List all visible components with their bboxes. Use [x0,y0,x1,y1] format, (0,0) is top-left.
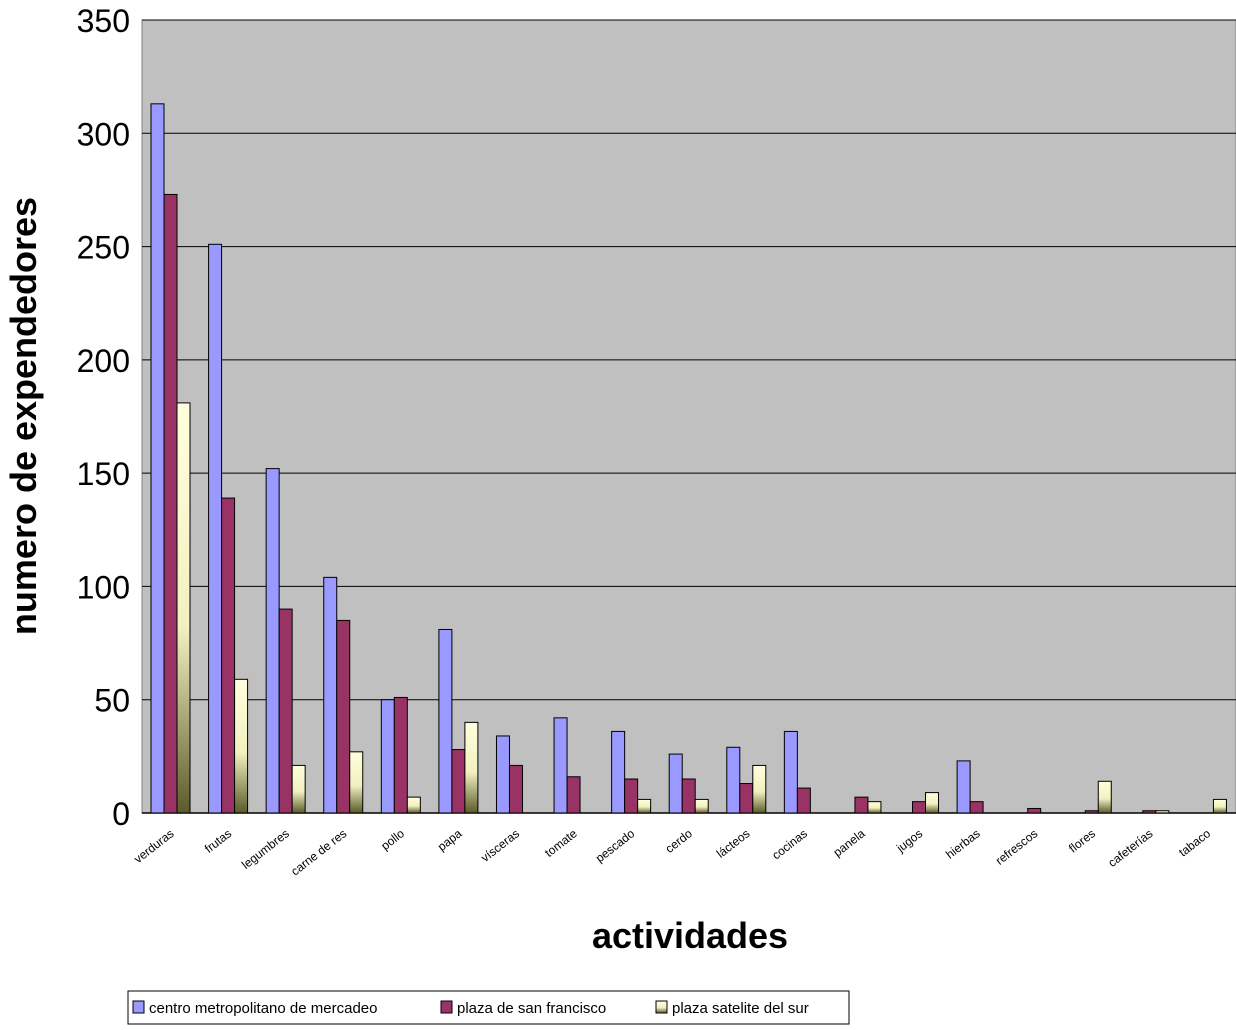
plot-area [141,19,1236,814]
x-tick-label: flores [1066,826,1098,855]
legend-swatch [655,1000,668,1014]
bar [566,776,581,814]
bar [1142,810,1157,814]
y-tick-label: 250 [77,230,130,266]
x-tick-label: pollo [378,826,407,853]
bar [163,193,178,814]
bar [495,735,510,814]
bar [925,792,940,814]
bar [291,764,306,814]
x-axis-label: actividades [592,915,788,956]
y-tick-label: 300 [77,116,130,152]
bar [611,730,626,814]
x-tick-label: papa [435,826,465,854]
bar [752,764,767,814]
bar [221,497,236,814]
x-tick-label: cerdo [663,826,696,856]
bar [380,699,395,814]
bar [553,717,568,814]
y-tick-label: 350 [77,3,130,39]
bar [406,796,421,814]
y-tick-label: 0 [112,796,130,832]
bar [867,801,882,814]
legend: centro metropolitano de mercadeo plaza de… [127,990,850,1025]
bar [1027,807,1042,814]
bar [739,783,754,814]
bar [1084,810,1099,814]
x-tick-label: frutas [202,826,234,856]
x-tick-label: panela [831,826,868,859]
bar [234,678,249,814]
bar [176,402,191,814]
bar [681,778,696,814]
bar [637,798,652,814]
bars [150,103,1227,814]
bar [969,801,984,814]
x-tick-label: carne de res [288,826,349,878]
legend-swatch [132,1000,145,1014]
bar [956,760,971,814]
y-axis-label: numero de expendedores [3,197,44,635]
bar [265,468,280,814]
x-tick-label: hierbas [943,826,983,861]
y-tick-label: 200 [77,343,130,379]
x-tick-label: lácteos [714,826,753,860]
bar [336,619,351,814]
y-tick-label: 150 [77,456,130,492]
bar [726,746,741,814]
bar [1097,780,1112,814]
legend-label: plaza satelite del sur [672,1000,809,1017]
y-axis-ticks: 0 50 100 150 200 250 300 350 [77,3,130,832]
bar [208,243,223,814]
bar [323,576,338,814]
bar [438,628,453,814]
x-tick-label: cocinas [769,826,810,862]
x-tick-label: jugos [893,826,925,855]
x-tick-label: tomate [542,826,580,860]
bar [508,764,523,814]
x-tick-label: pescado [593,826,638,865]
bar [1212,798,1227,814]
x-tick-label: legumbres [239,826,292,872]
bar [854,796,869,814]
bar [796,787,811,814]
y-tick-label: 50 [94,683,130,719]
bar [278,608,293,814]
legend-box [127,990,850,1025]
x-tick-label: refrescos [993,826,1041,867]
legend-label: plaza de san francisco [457,1000,606,1017]
bar [694,798,709,814]
x-tick-label: verduras [131,826,176,866]
y-tick-label: 100 [77,569,130,605]
bar [912,801,927,814]
legend-swatch [440,1000,453,1014]
legend-label: centro metropolitano de mercadeo [149,1000,377,1017]
bar [783,730,798,814]
bar [349,751,364,814]
bar [668,753,683,814]
bar [393,696,408,814]
bar [1155,810,1170,814]
bar [464,721,479,814]
bar [150,103,165,814]
bar [624,778,639,814]
x-tick-label: vísceras [478,826,522,865]
x-tick-label: cafeterías [1105,826,1155,869]
bar [451,749,466,814]
x-tick-label: tabaco [1176,826,1213,859]
